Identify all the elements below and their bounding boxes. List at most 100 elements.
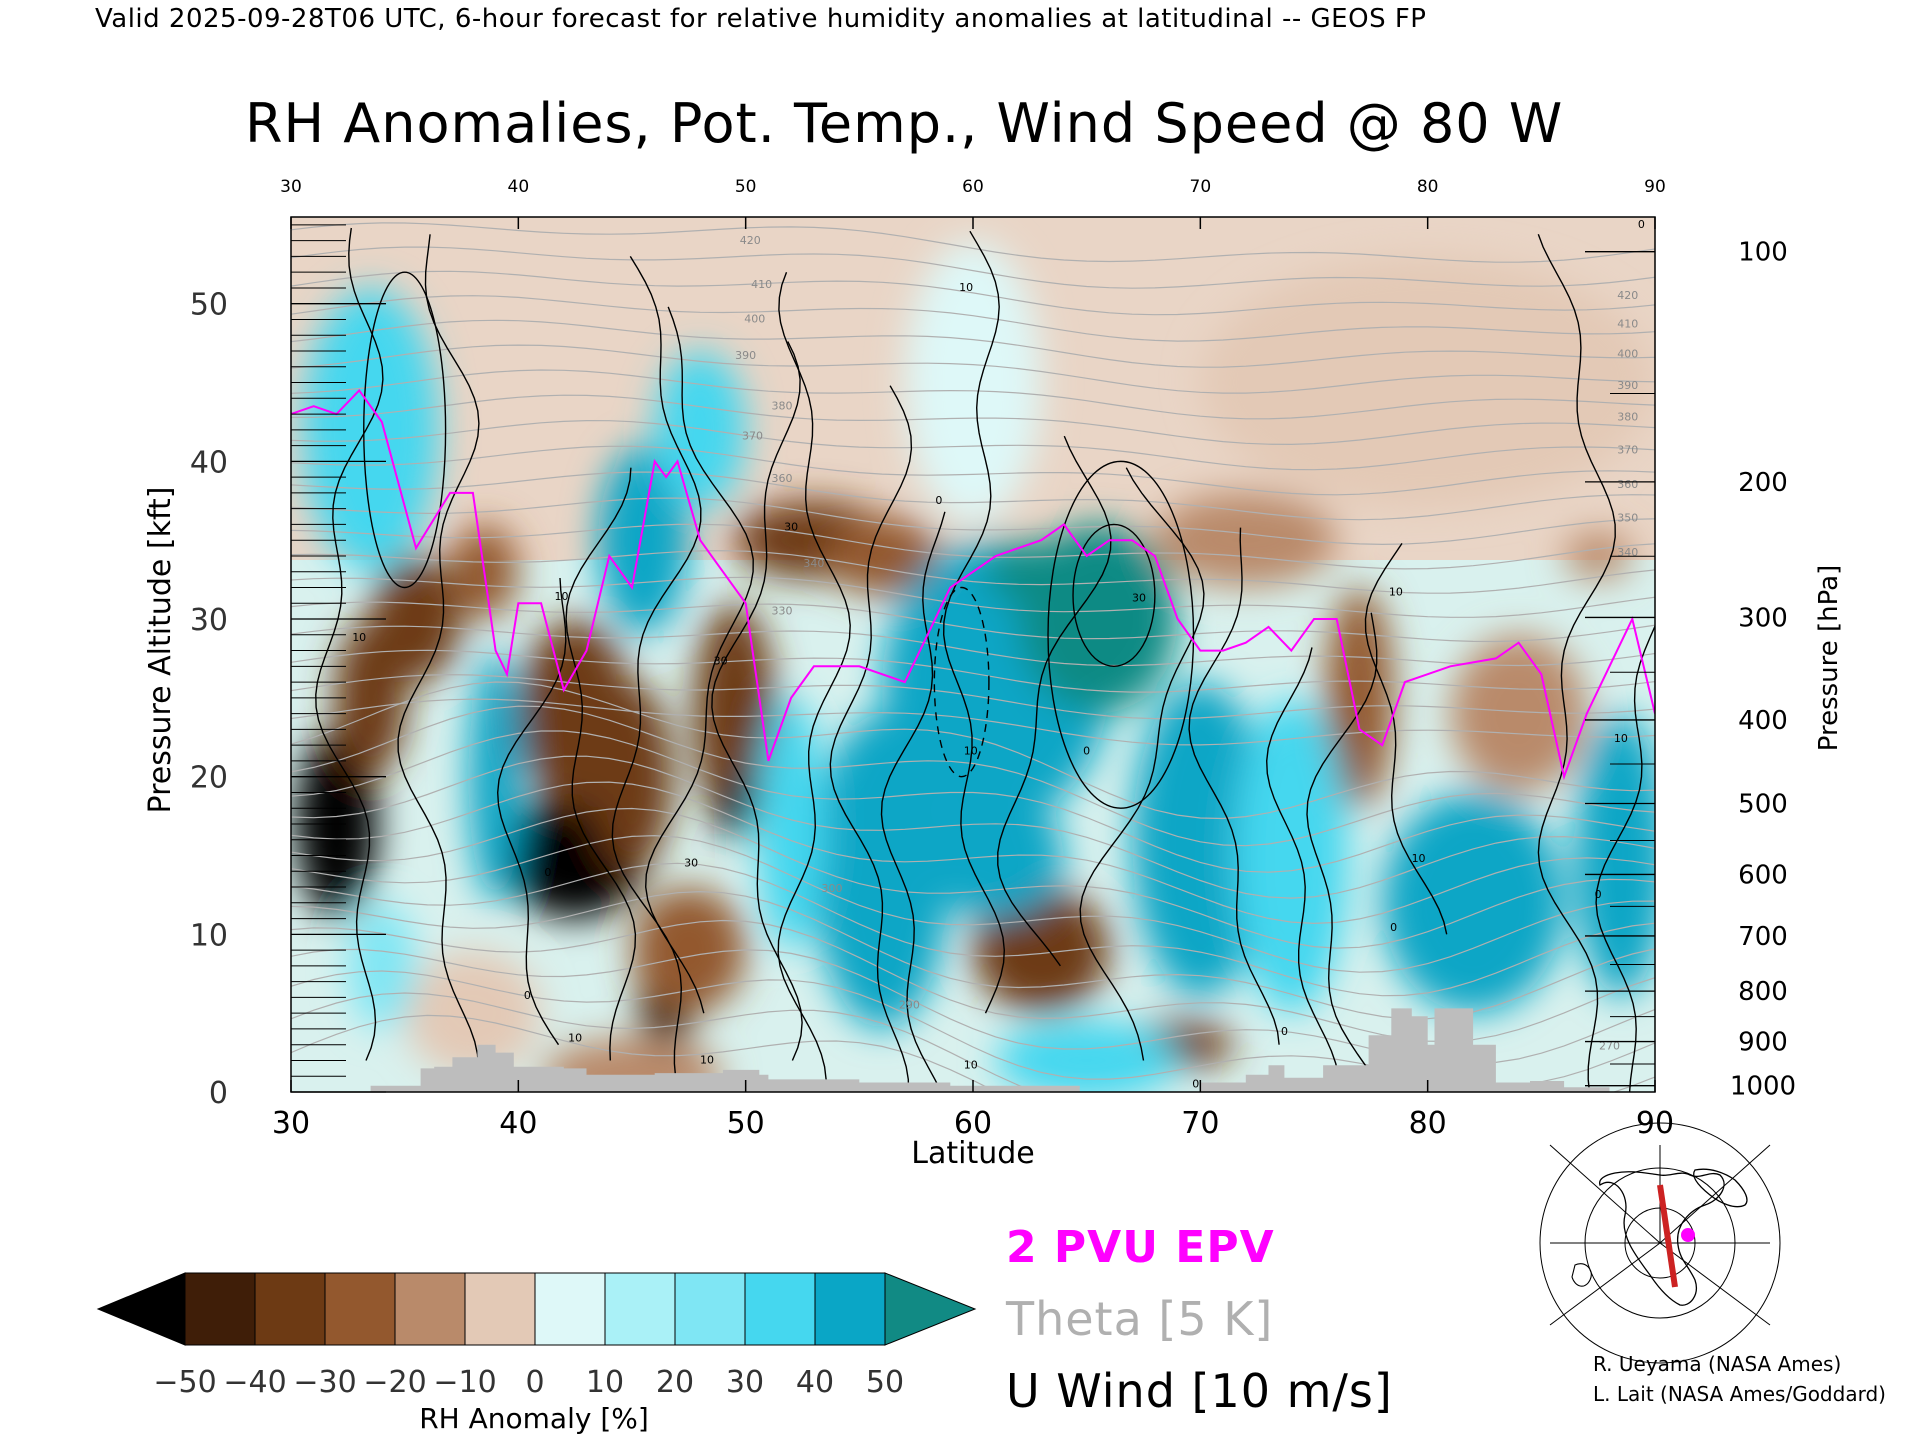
rh-anomaly-blob: [984, 540, 1076, 604]
y-tick-label-right: 300: [1738, 603, 1788, 633]
theta-label: 410: [751, 278, 772, 291]
u-wind-contours: [315, 227, 1655, 1092]
wind-label: 30: [684, 857, 698, 870]
theta-label: 420: [740, 234, 761, 247]
wind-label: 0: [1595, 888, 1602, 901]
theta-contour: [291, 523, 1655, 570]
y-tick-label-right: 500: [1738, 789, 1788, 819]
colorbar-tick-label: −40: [223, 1365, 286, 1400]
theta-contour: [291, 781, 1655, 925]
x-tick-label-top: 50: [735, 177, 757, 197]
theta-label: 360: [1617, 478, 1638, 491]
u-wind-contour: [1265, 647, 1339, 1077]
u-wind-contour: [711, 341, 803, 1061]
x-tick-label-top: 90: [1644, 177, 1666, 197]
wind-label: 30: [784, 521, 798, 534]
wind-label: 0: [1390, 921, 1397, 934]
colorbar-tick-label: 30: [726, 1365, 764, 1400]
theta-contour: [291, 698, 1655, 746]
theta-label: 340: [1617, 546, 1638, 559]
theta-contour: [291, 705, 1655, 847]
u-wind-contour: [777, 271, 851, 1092]
theta-contour: [291, 295, 1655, 342]
colorbar-high-arrow: [884, 1272, 977, 1346]
wind-label: 10: [1389, 585, 1403, 598]
wind-label: 10: [352, 631, 366, 644]
colorbar-segment: [254, 1272, 326, 1346]
theta-label: 290: [899, 998, 920, 1011]
colorbar-segment: [744, 1272, 816, 1346]
wind-label: 10: [959, 281, 973, 294]
theta-label: 370: [1617, 443, 1638, 456]
u-wind-loop: [1047, 460, 1195, 809]
theta-contour: [291, 550, 1655, 594]
x-tick-label-top: 80: [1417, 177, 1439, 197]
rh-anomaly-blob: [591, 682, 673, 872]
theta-contour: [291, 755, 1655, 899]
colorbar-tick-label: −50: [153, 1365, 216, 1400]
theta-contour: [291, 344, 1655, 394]
x-tick-label: 60: [954, 1106, 992, 1141]
wind-label: 0: [935, 494, 942, 507]
colorbar-low-arrow: [96, 1272, 186, 1346]
u-wind-contour: [315, 227, 384, 1061]
terrain-mask: [291, 1008, 1655, 1092]
y-tick-label-right: 900: [1738, 1028, 1788, 1058]
theta-label: 390: [1617, 379, 1638, 392]
x-tick-label: 70: [1181, 1106, 1219, 1141]
wind-label: 0: [1638, 218, 1645, 231]
rh-anomaly-blob: [654, 351, 746, 509]
x-tick-label: 40: [499, 1106, 537, 1141]
rh-anomaly-blob: [1564, 532, 1633, 580]
colorbar-tick-label: 40: [796, 1365, 834, 1400]
plot-field: 4204104003903803703603403303002902704204…: [291, 217, 1655, 1092]
colorbar-tick-label: 0: [525, 1365, 544, 1400]
theta-label: 410: [1617, 317, 1638, 330]
colorbar-tick-label: −30: [293, 1365, 356, 1400]
rh-anomaly-blob: [716, 776, 753, 840]
epv-2pvu-line: [291, 388, 1655, 781]
theta-contour: [291, 601, 1655, 643]
x-tick-label: 80: [1409, 1106, 1447, 1141]
theta-contour: [291, 862, 1655, 997]
theta-contour: [291, 369, 1655, 420]
rh-anomaly-blob: [1234, 697, 1349, 1014]
wind-label: 30: [714, 655, 728, 668]
y-tick-label-right: 700: [1738, 922, 1788, 952]
colorbar-segment: [814, 1272, 886, 1346]
wind-label: 0: [524, 989, 531, 1002]
theta-contour: [291, 730, 1655, 873]
legend-uwind: U Wind [10 m/s]: [1006, 1364, 1393, 1418]
rh-anomaly-blob: [632, 887, 746, 1014]
wind-label: 0: [1083, 745, 1090, 758]
u-wind-contour: [1537, 234, 1616, 1092]
theta-contour: [291, 319, 1655, 368]
u-wind-contour: [1364, 543, 1448, 935]
wind-label: 30: [1132, 592, 1146, 605]
rh-anomaly-blob: [825, 516, 939, 596]
theta-contour: [291, 681, 1655, 820]
rh-anomaly-blob: [597, 445, 689, 635]
u-wind-contour: [880, 511, 946, 1092]
colorbar-label: RH Anomaly [%]: [419, 1402, 649, 1435]
x-tick-label: 30: [272, 1106, 310, 1141]
y-tick-label-right: 200: [1738, 468, 1788, 498]
colorbar-tick-label: −10: [433, 1365, 496, 1400]
rh-anomaly-blob: [693, 603, 776, 824]
u-wind-loop: [933, 586, 990, 778]
theta-label: 400: [744, 313, 765, 326]
colorbar-segment: [324, 1272, 396, 1346]
colorbar-tick-label: −20: [363, 1365, 426, 1400]
wind-label: 10: [700, 1054, 714, 1067]
theta-labels: 4204104003903803703603403303002902704204…: [735, 234, 1638, 1053]
theta-contour: [291, 576, 1655, 618]
colorbar: −50 −40 −30 −20 −10 0 10 20 30 40 50: [96, 1272, 977, 1400]
theta-label: 330: [772, 604, 793, 617]
theta-contour: [291, 445, 1655, 496]
colorbar-segment: [464, 1272, 536, 1346]
theta-contour: [291, 394, 1655, 446]
theta-contour: [291, 471, 1655, 521]
y-tick-label-left: 0: [209, 1076, 228, 1111]
